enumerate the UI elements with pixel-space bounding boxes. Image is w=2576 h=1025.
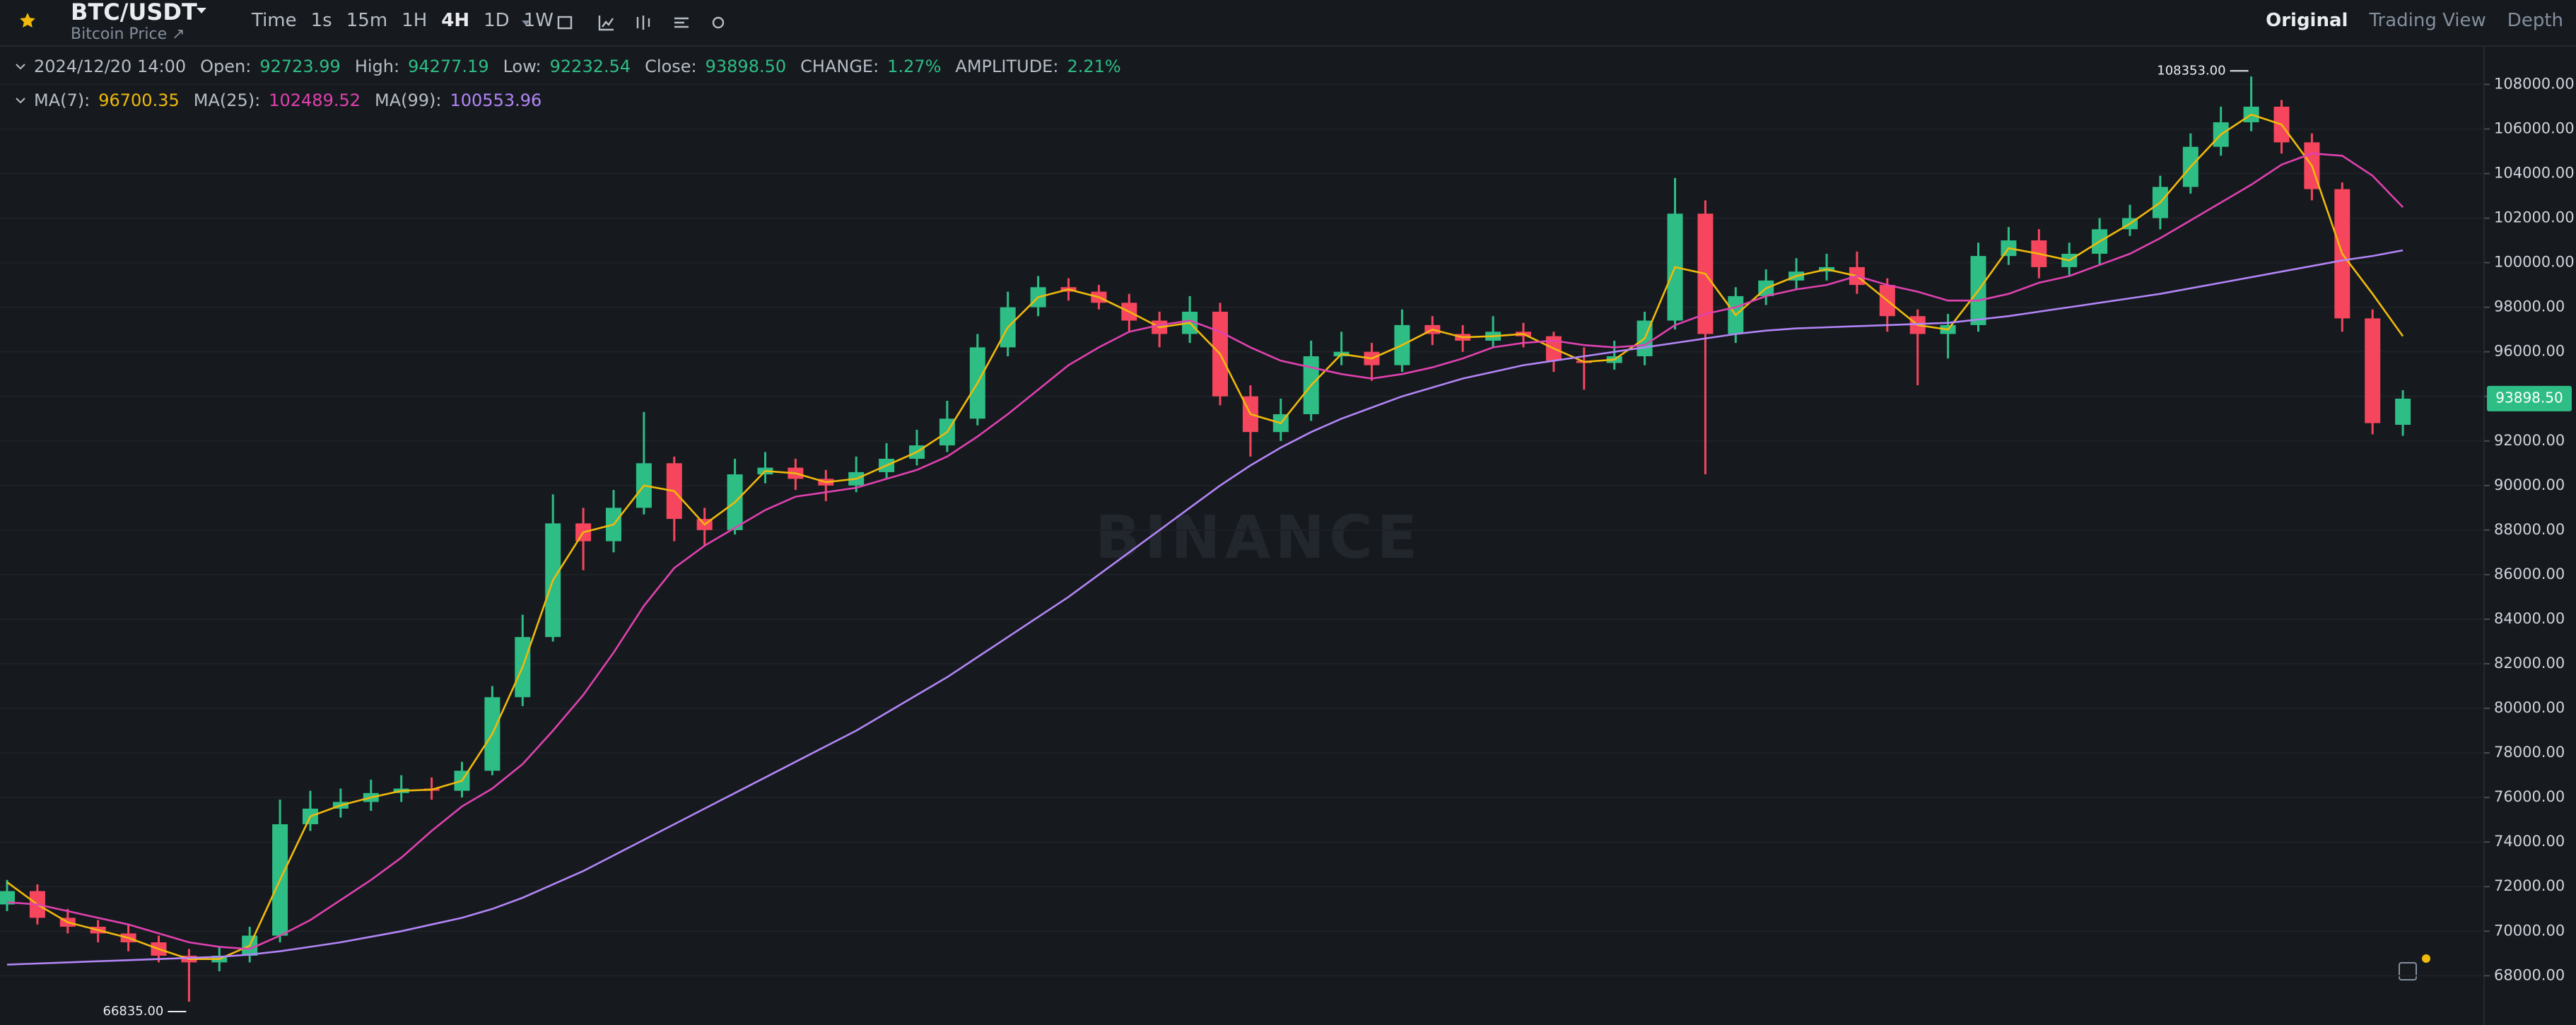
legend-label: High: (354, 57, 400, 76)
indicator-icon[interactable] (598, 16, 614, 31)
interval-bar: Time 1s 15m 1H 4H 1D 1W (252, 10, 554, 31)
y-tick-label: 76000.00 (2494, 788, 2565, 805)
favorite-star[interactable] (18, 11, 37, 30)
y-tick-label: 68000.00 (2494, 966, 2565, 983)
ma-label: MA(99): (375, 90, 442, 110)
candle-body (0, 891, 15, 905)
ma-label: MA(7): (34, 90, 90, 110)
settings-icon[interactable] (712, 16, 725, 29)
legend-label: CHANGE: (800, 57, 879, 76)
last-price-label: 93898.50 (2495, 389, 2563, 406)
symbol-dropdown[interactable] (195, 6, 208, 16)
ma-line (6, 113, 2404, 960)
candle-body (2395, 398, 2411, 425)
watermark: BINANCE (1095, 503, 1422, 572)
y-tick-label: 104000.00 (2494, 164, 2575, 181)
y-tick-label: 72000.00 (2494, 877, 2565, 894)
y-tick-label: 96000.00 (2494, 343, 2565, 360)
y-tick-label: 86000.00 (2494, 566, 2565, 582)
legend-label: AMPLITUDE: (955, 57, 1059, 76)
view-tabs: Original Trading View Depth (2266, 10, 2563, 31)
legend-value: 93898.50 (705, 57, 787, 76)
extreme-label: 108353.00 (2157, 63, 2225, 78)
legend-value: 1.27% (887, 57, 942, 76)
interval-dropdown[interactable] (522, 20, 530, 25)
ma-legend: MA(7): 96700.35 MA(25): 102489.52 MA(99): 100… (16, 90, 547, 110)
chevron (16, 98, 25, 104)
layout-icon[interactable] (674, 17, 689, 28)
candle-icon[interactable] (636, 16, 650, 30)
y-tick-label: 80000.00 (2494, 699, 2565, 716)
y-tick-label: 84000.00 (2494, 610, 2565, 627)
y-tick-label: 82000.00 (2494, 655, 2565, 672)
legend-value: 92232.54 (549, 57, 631, 76)
calendar-icon[interactable] (557, 16, 573, 30)
ma-value: 96700.35 (98, 90, 180, 110)
y-tick-label: 92000.00 (2494, 432, 2565, 449)
interval-button[interactable]: 1D (484, 10, 510, 31)
y-tick-label: 100000.00 (2494, 254, 2575, 271)
ma-value: 100553.96 (450, 90, 542, 110)
subtitle[interactable]: Bitcoin Price ↗ (71, 25, 185, 43)
ma-value: 102489.52 (269, 90, 361, 110)
symbol[interactable]: BTC/USDT (71, 0, 197, 25)
interval-button[interactable]: 1s (310, 10, 332, 31)
legend-label: Close: (645, 57, 697, 76)
y-tick-label: 102000.00 (2494, 209, 2575, 226)
widget-icon[interactable] (2399, 962, 2417, 980)
y-tick-label: 106000.00 (2494, 119, 2575, 136)
legend-value: 94277.19 (408, 57, 489, 76)
y-tick-label: 70000.00 (2494, 922, 2565, 939)
legend-value: 2.21% (1067, 57, 1121, 76)
candle-date: 2024/12/20 14:00 (34, 57, 187, 76)
ma-label: MA(25): (193, 90, 261, 110)
interval-button[interactable]: 1H (402, 10, 428, 31)
y-tick-label: 108000.00 (2494, 75, 2575, 92)
legend-value: 92723.99 (259, 57, 341, 76)
y-tick-label: 78000.00 (2494, 744, 2565, 761)
y-tick-label: 88000.00 (2494, 521, 2565, 538)
ohlc-legend: 2024/12/20 14:00 Open: 92723.99 High: 94277.… (16, 57, 1127, 76)
y-tick-label: 98000.00 (2494, 298, 2565, 315)
toolbar: BTC/USDT Bitcoin Price ↗ Time 1s 15m 1H 4H 1D… (0, 0, 2576, 47)
collapse-toggle[interactable] (16, 63, 25, 70)
interval-button[interactable]: 4H (441, 10, 470, 31)
view-tab[interactable]: Trading View (2369, 10, 2486, 31)
collapse-toggle[interactable] (16, 97, 25, 104)
candle-body (2365, 318, 2381, 423)
y-tick-label: 90000.00 (2494, 476, 2565, 493)
extreme-label: 66835.00 (103, 1004, 164, 1019)
notification-dot (2422, 954, 2430, 963)
legend-label: Low: (503, 57, 541, 76)
chart: BINANCE 68000.00 70000.00 72000.00 74000.00 7… (0, 47, 2575, 1025)
y-tick-label: 74000.00 (2494, 833, 2565, 850)
tool-icons (522, 16, 725, 31)
interval-button[interactable]: 15m (346, 10, 388, 31)
chevron (16, 64, 25, 70)
view-tab[interactable]: Depth (2507, 10, 2563, 31)
last-price-tag (2487, 385, 2572, 411)
ma-line (6, 152, 2404, 950)
legend-label: Open: (200, 57, 252, 76)
interval-button[interactable]: Time (252, 10, 297, 31)
view-tab[interactable]: Original (2266, 10, 2348, 31)
ma-line (6, 249, 2404, 966)
